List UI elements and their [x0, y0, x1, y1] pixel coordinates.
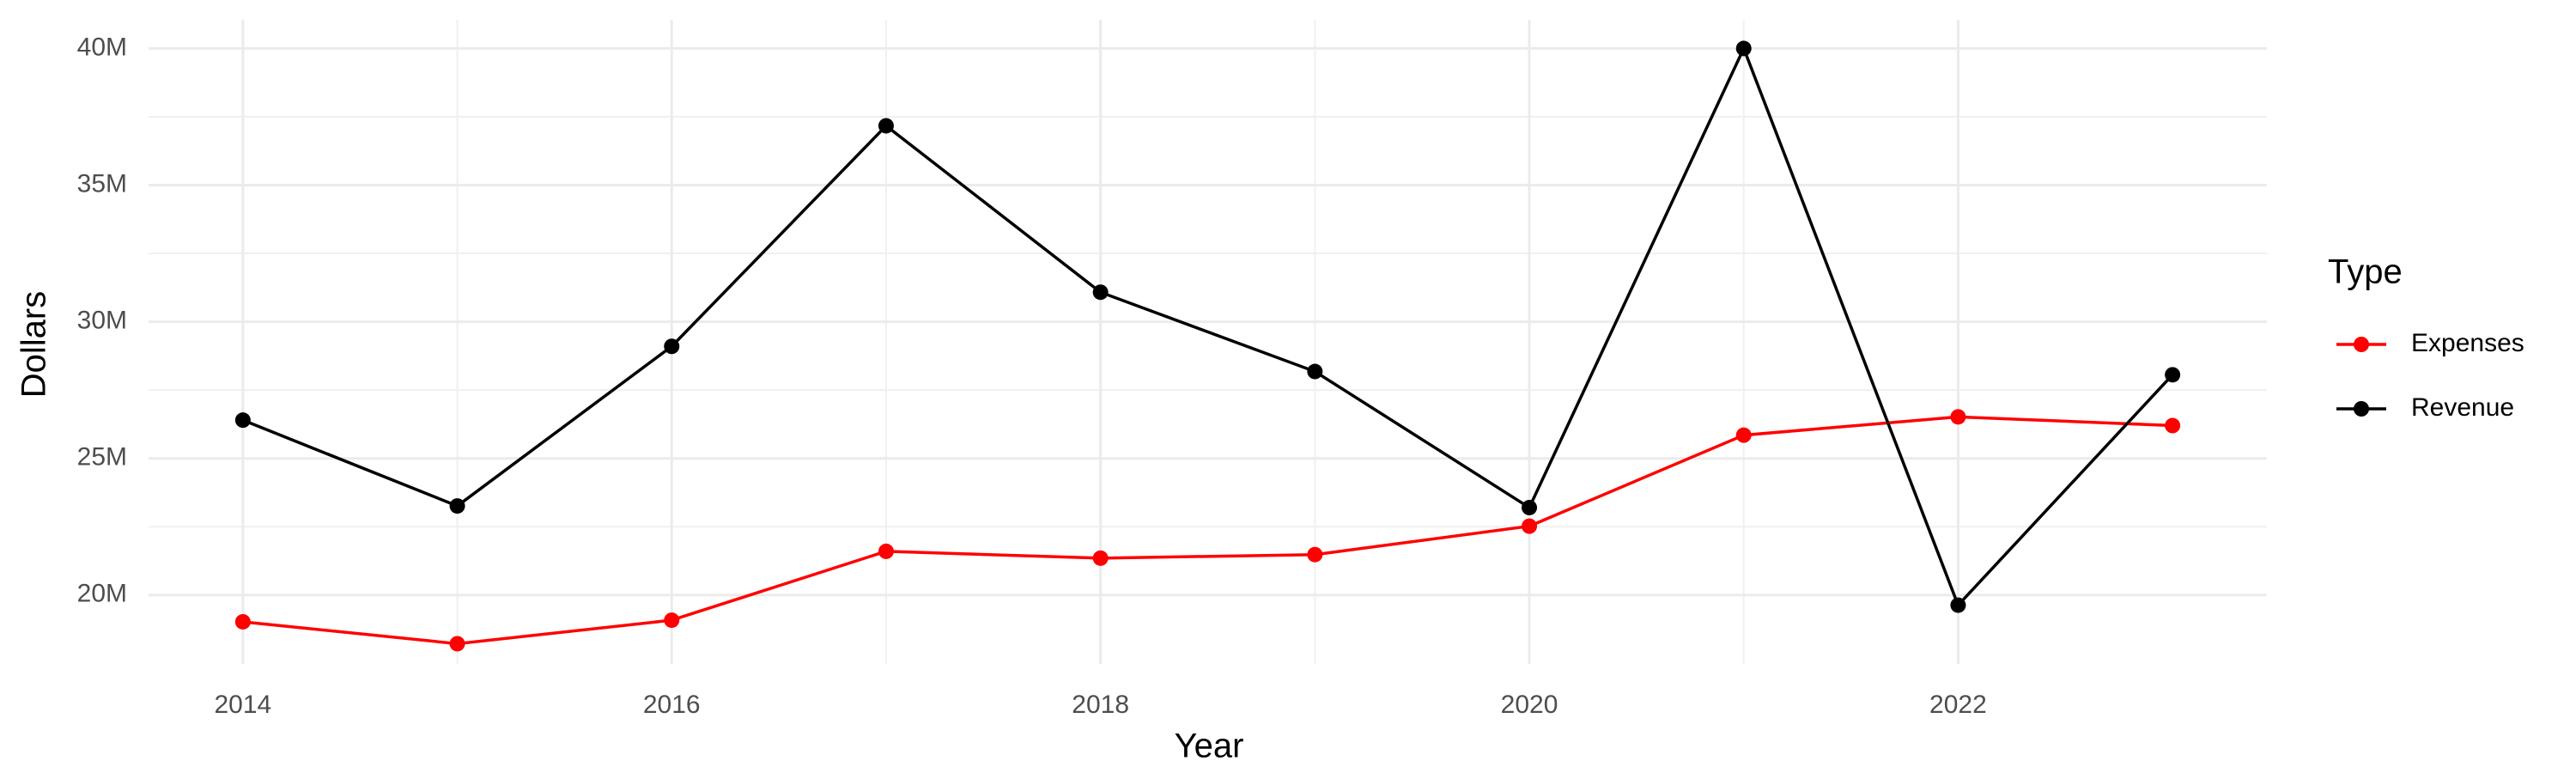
data-point: [449, 636, 465, 652]
data-point: [1522, 518, 1538, 534]
legend-title: Type: [2328, 253, 2403, 291]
data-point: [2165, 367, 2181, 383]
y-tick-label: 25M: [77, 443, 127, 472]
data-point: [1307, 363, 1323, 380]
data-point: [664, 612, 680, 629]
y-tick-label: 20M: [77, 580, 127, 608]
data-point: [234, 412, 251, 429]
legend-marker: [2354, 337, 2369, 352]
legend-label: Expenses: [2411, 329, 2524, 357]
y-tick-label: 35M: [77, 169, 127, 198]
data-point: [1092, 550, 1109, 566]
data-point: [1092, 284, 1109, 301]
data-point: [1735, 427, 1752, 443]
data-point: [664, 338, 680, 355]
x-tick-label: 2022: [1929, 691, 1987, 719]
y-tick-label: 40M: [77, 33, 127, 61]
data-point: [878, 118, 894, 134]
data-point: [1950, 409, 1966, 425]
y-axis-title: Dollars: [15, 291, 53, 398]
legend-marker: [2354, 401, 2369, 417]
x-tick-label: 2014: [214, 691, 271, 719]
legend-label: Revenue: [2411, 393, 2514, 422]
series-line: [242, 44, 2174, 608]
data-point: [1735, 40, 1752, 57]
x-axis-title: Year: [1175, 727, 1244, 765]
data-point: [1522, 499, 1538, 515]
data-point: [449, 498, 465, 514]
data-point: [234, 613, 251, 630]
data-point: [1307, 546, 1323, 563]
x-tick-label: 2018: [1072, 691, 1129, 719]
series-line: [242, 415, 2173, 646]
data-point: [2165, 417, 2181, 434]
x-tick-label: 2016: [643, 691, 701, 719]
data-point: [878, 543, 894, 559]
x-tick-label: 2020: [1501, 691, 1558, 719]
data-point: [1950, 597, 1966, 613]
y-tick-label: 30M: [77, 307, 127, 335]
